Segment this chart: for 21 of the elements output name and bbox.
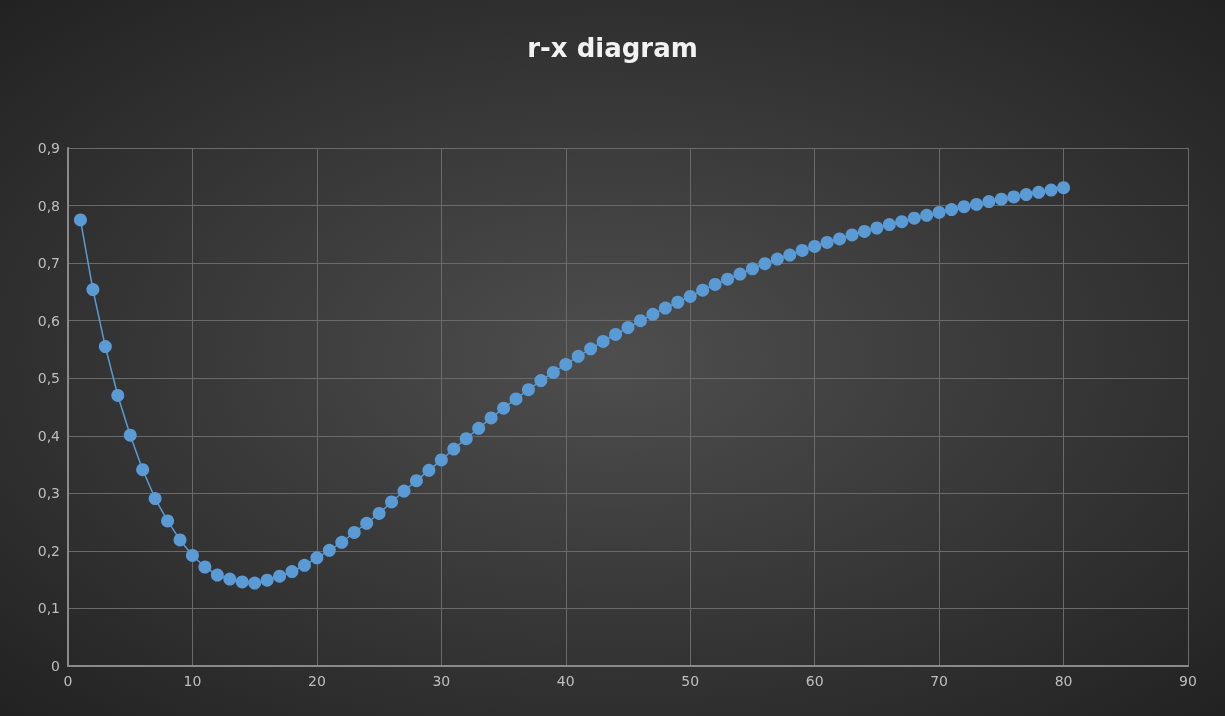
y-tick-label: 0,5	[37, 370, 60, 387]
y-tick-label: 0,4	[37, 427, 61, 444]
y-tick-label: 0,1	[37, 600, 60, 617]
y-tick-label: 0	[51, 658, 60, 674]
x-tick-label: 40	[556, 673, 575, 689]
x-tick-label: 70	[930, 673, 949, 689]
x-tick-label: 80	[1054, 673, 1073, 689]
y-tick-label: 0,9	[37, 140, 60, 156]
x-tick-label: 50	[681, 673, 700, 689]
y-tick-label: 0,8	[37, 197, 60, 214]
x-tick-label: 60	[805, 673, 824, 689]
x-tick-label: 10	[183, 673, 202, 689]
chart-title: r-x diagram	[527, 33, 698, 63]
x-tick-label: 90	[1179, 673, 1197, 689]
x-tick-label: 30	[432, 673, 451, 689]
y-tick-label: 0,2	[37, 542, 60, 559]
y-tick-label: 0,6	[37, 312, 61, 329]
x-tick-label: 20	[307, 673, 326, 689]
y-tick-label: 0,3	[37, 485, 60, 502]
x-tick-label: 0	[63, 673, 73, 689]
y-tick-label: 0,7	[37, 255, 60, 272]
